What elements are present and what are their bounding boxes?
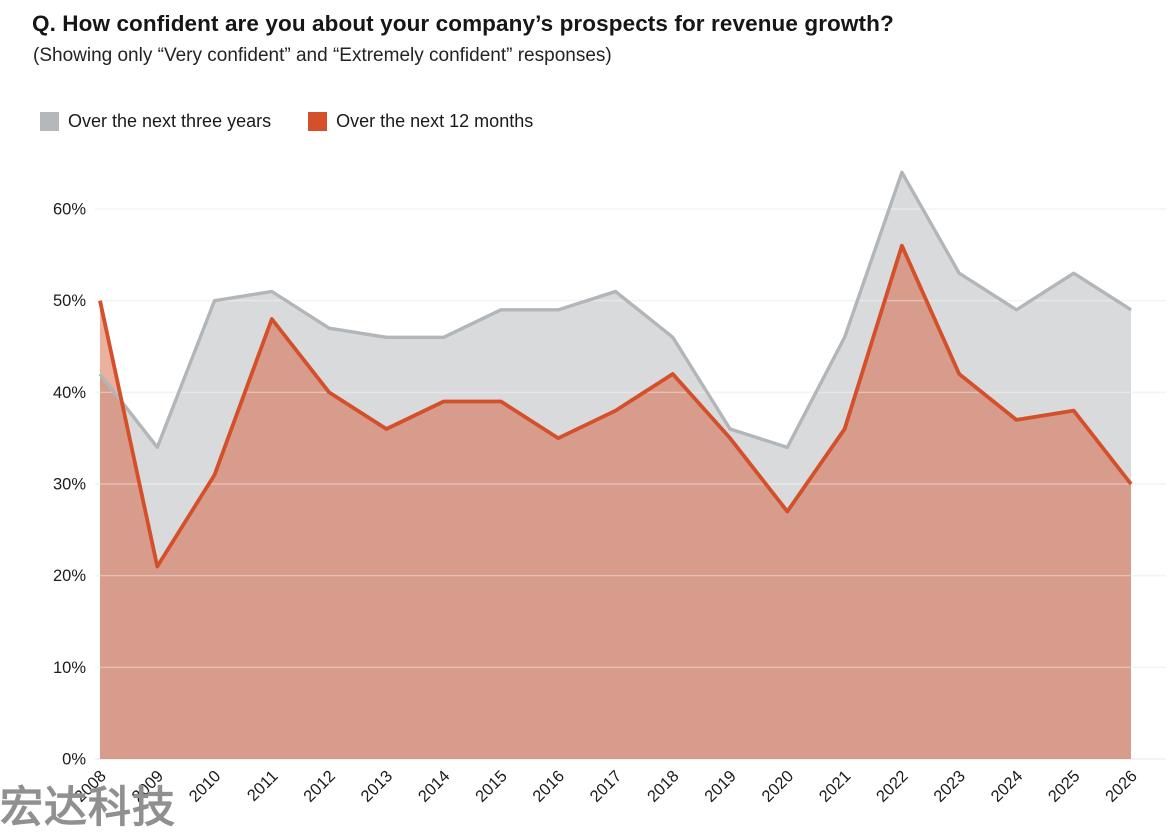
x-axis-label: 2026 bbox=[1102, 767, 1141, 806]
x-axis-label: 2011 bbox=[244, 767, 282, 805]
y-axis-label: 0% bbox=[62, 751, 86, 769]
x-axis: 2008 2009 2010 2011 2012 2013 2014 2015 2016 2017… bbox=[71, 767, 1141, 806]
line-three-years bbox=[98, 170, 1132, 450]
legend-label-twelve-months: Over the next 12 months bbox=[336, 111, 534, 131]
legend: Over the next three years Over the next … bbox=[40, 111, 533, 132]
legend-swatch-three-years-icon bbox=[40, 112, 59, 131]
x-axis-label: 2022 bbox=[873, 767, 912, 806]
x-axis-label: 2010 bbox=[186, 767, 225, 806]
y-axis-label: 10% bbox=[53, 659, 86, 677]
x-axis-label: 2014 bbox=[415, 767, 454, 806]
page-title: Q. How confident are you about your comp… bbox=[32, 11, 894, 36]
x-axis-label: 2019 bbox=[701, 767, 740, 806]
x-axis-label: 2012 bbox=[300, 767, 339, 806]
x-axis-label: 2016 bbox=[529, 767, 568, 806]
watermark: 宏达科技 bbox=[0, 784, 176, 832]
legend-item-three-years: Over the next three years bbox=[40, 111, 271, 132]
legend-item-twelve-months: Over the next 12 months bbox=[308, 111, 533, 132]
area-twelve-months bbox=[100, 245, 1131, 759]
x-axis-label: 2015 bbox=[472, 767, 511, 806]
x-axis-label: 2020 bbox=[758, 767, 797, 806]
series-areas bbox=[100, 172, 1131, 760]
y-axis-label: 40% bbox=[53, 384, 86, 402]
x-axis-label: 2024 bbox=[988, 767, 1027, 806]
x-axis-label: 2021 bbox=[816, 767, 855, 806]
y-axis-label: 60% bbox=[53, 201, 86, 219]
legend-label-three-years: Over the next three years bbox=[68, 111, 272, 131]
x-axis-label: 2018 bbox=[644, 767, 683, 806]
x-axis-label: 2017 bbox=[587, 767, 626, 806]
gridlines-overlay bbox=[95, 208, 1166, 669]
y-axis: 0% 10% 20% 30% 40% 50% 60% bbox=[53, 201, 86, 769]
y-axis-label: 50% bbox=[53, 292, 86, 310]
y-axis-label: 30% bbox=[53, 476, 86, 494]
area-three-years bbox=[100, 172, 1131, 760]
x-axis-label: 2013 bbox=[358, 767, 397, 806]
x-axis-label: 2023 bbox=[930, 767, 969, 806]
legend-swatch-twelve-months-icon bbox=[308, 112, 328, 131]
page-subtitle: (Showing only “Very confident” and “Extr… bbox=[33, 45, 612, 66]
line-twelve-months bbox=[98, 243, 1133, 569]
y-axis-label: 20% bbox=[53, 567, 86, 585]
x-axis-label: 2025 bbox=[1045, 767, 1084, 806]
